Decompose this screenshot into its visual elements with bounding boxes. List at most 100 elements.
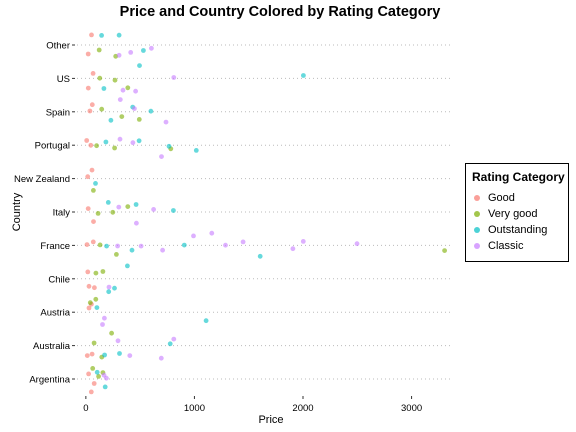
- data-point: [129, 247, 135, 253]
- data-point: [117, 351, 122, 356]
- data-point: [148, 108, 154, 114]
- data-point: [171, 208, 176, 213]
- data-point: [117, 97, 123, 102]
- chart-title: Price and Country Colored by Rating Cate…: [119, 4, 441, 20]
- legend-label: Classic: [488, 240, 524, 252]
- data-point: [89, 167, 95, 173]
- y-tick-label: Italy: [53, 208, 71, 219]
- data-point: [163, 119, 169, 125]
- data-point: [136, 117, 142, 122]
- data-point: [94, 305, 100, 310]
- data-point: [301, 73, 306, 78]
- data-point: [96, 374, 101, 379]
- data-point: [88, 389, 94, 395]
- data-point: [114, 252, 119, 257]
- data-point: [97, 75, 103, 81]
- data-point: [112, 145, 117, 151]
- data-point: [112, 285, 117, 291]
- data-point: [127, 353, 133, 358]
- data-point: [442, 248, 447, 254]
- data-point: [91, 188, 96, 193]
- data-point: [136, 138, 142, 144]
- x-tick-label: 1000: [184, 403, 205, 414]
- data-point: [171, 75, 177, 80]
- data-point: [109, 330, 114, 336]
- data-point: [116, 32, 122, 38]
- data-point: [102, 315, 107, 321]
- data-point: [112, 77, 118, 83]
- data-point: [93, 296, 99, 302]
- data-point: [130, 140, 136, 146]
- data-point: [171, 336, 177, 342]
- data-point: [290, 246, 296, 252]
- data-point: [181, 242, 187, 248]
- x-tick-label: 0: [83, 403, 88, 414]
- data-point: [128, 50, 134, 55]
- legend-swatch: [474, 211, 480, 217]
- data-point: [85, 174, 91, 180]
- y-tick-label: New Zealand: [14, 174, 70, 185]
- legend-label: Very good: [488, 208, 538, 220]
- data-point: [87, 300, 93, 306]
- data-point: [84, 242, 90, 248]
- legend-item-good: Good: [474, 190, 515, 206]
- legend-label: Outstanding: [488, 224, 548, 236]
- data-point: [137, 63, 142, 68]
- data-point: [99, 106, 105, 112]
- data-point: [104, 375, 109, 381]
- x-axis-label: Price: [258, 414, 284, 426]
- data-point: [91, 219, 96, 225]
- data-point: [134, 220, 139, 226]
- data-point: [133, 88, 139, 94]
- data-point: [257, 253, 263, 259]
- data-point: [85, 206, 91, 212]
- x-tick-label: 3000: [401, 403, 422, 414]
- data-point: [125, 85, 131, 91]
- y-tick-label: Other: [46, 41, 70, 52]
- data-point: [193, 148, 199, 153]
- data-point: [115, 243, 120, 249]
- x-tick-label: 2000: [292, 403, 313, 414]
- data-point: [100, 269, 106, 274]
- data-point: [300, 239, 306, 244]
- data-point: [90, 366, 96, 371]
- y-tick-label: France: [40, 241, 70, 252]
- data-point: [94, 143, 99, 149]
- data-point: [119, 114, 125, 119]
- legend-title: Rating Category: [472, 170, 565, 184]
- data-point: [149, 45, 154, 51]
- data-point: [141, 48, 146, 53]
- data-point: [102, 384, 108, 390]
- data-point: [159, 154, 164, 160]
- data-point: [116, 52, 122, 58]
- data-point: [105, 200, 111, 205]
- legend-swatch: [474, 243, 480, 249]
- data-point: [103, 139, 109, 145]
- data-point: [125, 263, 130, 269]
- data-point: [115, 338, 121, 344]
- legend-swatch: [474, 227, 480, 233]
- data-point: [99, 33, 104, 38]
- data-point: [85, 85, 91, 91]
- data-point: [90, 71, 96, 76]
- data-point: [102, 352, 107, 358]
- y-axis-label: Country: [11, 192, 23, 232]
- data-point: [125, 204, 131, 210]
- data-point: [85, 51, 91, 57]
- data-point: [84, 353, 90, 358]
- data-point: [158, 355, 164, 361]
- data-point: [84, 138, 90, 143]
- data-point: [117, 136, 123, 142]
- data-point: [223, 242, 228, 248]
- y-tick-label: Argentina: [29, 375, 70, 386]
- legend: Rating Category Good Very good Outstandi…: [465, 163, 569, 262]
- data-point: [108, 117, 114, 123]
- data-point: [203, 318, 209, 324]
- y-tick-label: Australia: [33, 341, 71, 352]
- data-point: [95, 211, 101, 216]
- data-point: [167, 341, 173, 347]
- data-point: [86, 283, 92, 289]
- data-point: [86, 305, 92, 311]
- data-point: [86, 371, 91, 377]
